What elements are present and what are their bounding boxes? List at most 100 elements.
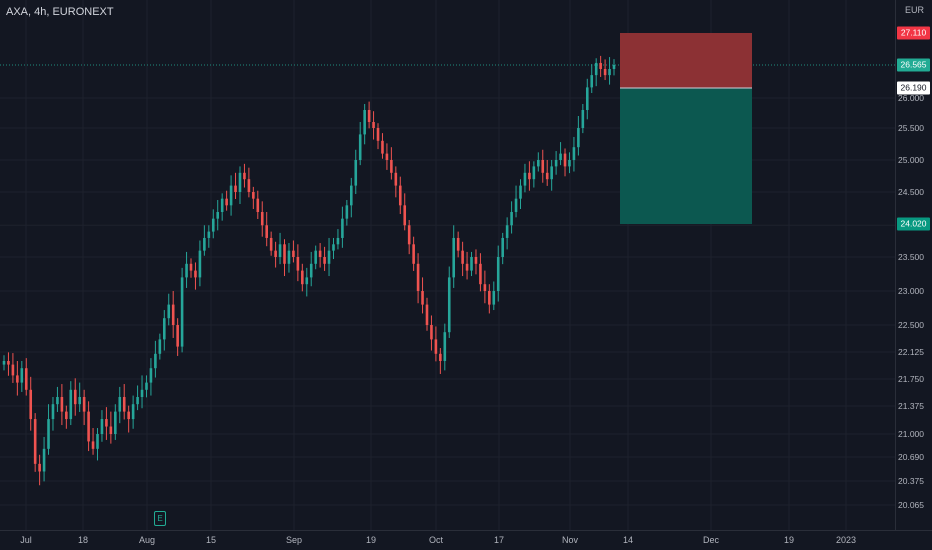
candle-body [385,153,389,160]
time-axis-label: 2023 [835,535,857,545]
candle-body [167,304,171,319]
candle-body [577,128,580,148]
price-axis-label: 26.000 [898,93,924,103]
candle-body [296,257,300,271]
candle-body [180,277,184,347]
candle-body [309,263,313,278]
candle-body [252,192,255,199]
candle-body [256,198,260,212]
candle-body [363,110,366,135]
time-axis-label: Aug [138,535,156,545]
candle-body [492,291,496,305]
candle-body [194,270,197,278]
candle-body [60,397,64,412]
current-price-tag: 26.565 [897,58,930,72]
candle-body [358,134,362,160]
earnings-marker-icon[interactable]: E [154,511,166,526]
candle-body [51,404,55,420]
candle-body [456,237,460,251]
currency-label[interactable]: EUR [905,5,925,15]
candle-body [109,426,113,434]
candle-body [394,172,398,186]
candle-body [390,160,393,173]
candle-body [318,250,322,257]
candle-body [87,411,90,442]
candle-body [211,218,215,232]
candle-body [305,277,309,285]
candle-body [91,441,95,449]
candle-body [131,404,135,420]
candle-body [176,325,179,347]
candle-body [367,110,371,122]
candle-body [407,225,411,245]
candle-body [278,244,282,257]
candle-body [354,160,358,186]
candle-body [82,397,86,412]
symbol-title[interactable]: AXA, 4h, EURONEXT [6,6,114,18]
candle-body [7,361,10,365]
candle-body [572,147,576,160]
time-axis-label: 19 [365,535,377,545]
price-axis-label: 25.000 [898,155,924,165]
price-axis-label: 21.375 [898,401,924,411]
candle-body [398,185,402,206]
candle-body [519,185,522,199]
candle-body [220,198,224,212]
candle-body [149,368,153,383]
candle-body [434,339,438,354]
candle-body [568,160,571,167]
time-axis-label: Dec [702,535,720,545]
time-axis-label: 19 [783,535,795,545]
candle-body [447,277,451,333]
entry-price-tag: 26.190 [897,81,930,95]
price-axis-label: 25.500 [898,123,924,133]
candle-body [127,411,130,420]
candle-body [234,185,237,192]
candle-body [47,419,50,449]
stop-price-tag: 27.110 [897,26,930,40]
price-axis-divider [895,0,896,530]
candle-body [20,368,24,383]
candle-body [203,237,206,251]
price-axis-label: 20.065 [898,500,924,510]
candle-body [145,382,148,390]
candle-body [505,225,509,238]
candle-body [265,225,269,238]
candle-body [585,87,589,110]
candle-body [496,257,500,291]
candle-body [171,304,175,325]
candle-body [78,397,81,405]
candle-body [38,463,41,472]
candle-body [443,332,447,361]
candle-body [376,128,380,141]
candle-body [100,419,104,434]
candle-body [162,318,166,340]
candle-body [122,397,126,412]
candle-body [301,270,304,285]
candle-body [479,263,482,285]
price-axis-label: 20.375 [898,476,924,486]
price-axis-label: 23.500 [898,252,924,262]
time-axis-label: Jul [20,535,32,545]
candle-body [403,205,407,226]
candle-body [416,263,420,291]
time-axis-divider [0,530,932,531]
candle-body [73,389,77,405]
candle-body [154,353,157,369]
candle-body [42,448,46,472]
take-profit-zone [620,88,752,224]
candle-body [29,389,33,420]
price-axis-label: 21.750 [898,374,924,384]
candle-body [158,339,162,354]
price-axis-label: 21.000 [898,429,924,439]
candle-body [332,244,335,251]
candle-body [545,172,549,180]
candle-body [510,212,513,226]
candle-body [550,166,553,180]
candle-body [260,212,264,226]
candle-body [381,140,384,154]
candle-body [581,110,585,128]
stop-loss-zone [620,33,752,88]
